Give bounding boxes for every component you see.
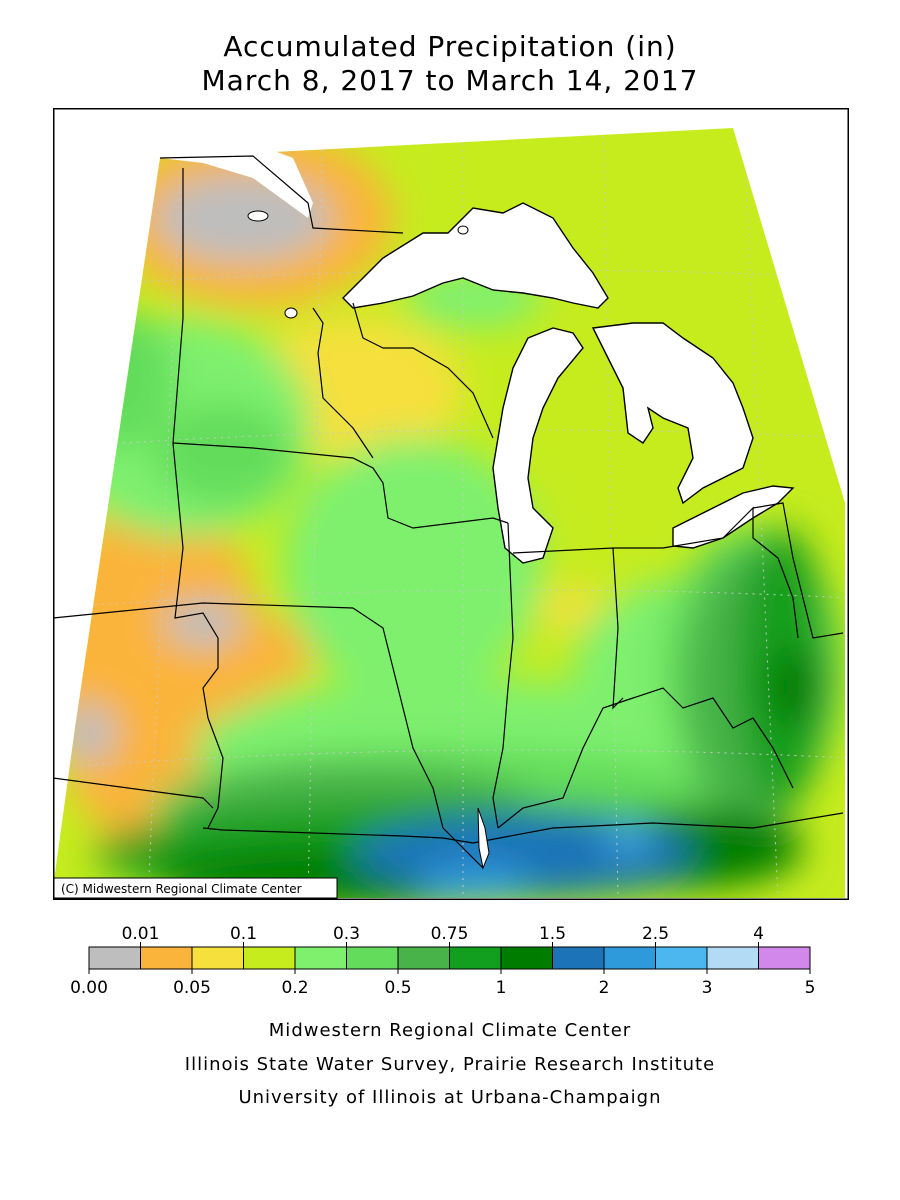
footer-line-2: Illinois State Water Survey, Prairie Res…: [184, 1054, 716, 1075]
legend-color-box: [706, 946, 759, 970]
legend-upper-labels: 0.01 0.1 0.3 0.75 1.5 2.5 4: [122, 924, 764, 947]
legend-upper-label: 2.5: [642, 924, 669, 944]
legend-color-box: [449, 946, 502, 970]
legend-upper-label: 0.01: [122, 924, 160, 944]
footer-line-3: University of Illinois at Urbana-Champai…: [238, 1087, 662, 1108]
legend-color-box: [603, 946, 656, 970]
lake-superior: [342, 202, 609, 309]
state-borders: [53, 155, 844, 869]
great-lakes: [342, 202, 795, 564]
legend-color-box: [243, 946, 296, 970]
legend-upper-label: 0.1: [230, 924, 257, 944]
chart-title: Accumulated Precipitation (in): [223, 30, 677, 63]
footer-line-1: Midwestern Regional Climate Center: [268, 1020, 632, 1041]
legend-color-box: [140, 946, 193, 970]
legend-lower-label: 0.2: [281, 978, 308, 998]
lake-huron: [591, 322, 754, 505]
legend-lower-label: 0.05: [173, 978, 211, 998]
legend-lower-label: 1: [496, 978, 507, 998]
copyright-box: (C) Midwestern Regional Climate Center: [53, 877, 338, 899]
color-legend: 0.01 0.1 0.3 0.75 1.5 2.5 4 0.00 0.05 0.2 0.5 1 2 3 5: [70, 924, 815, 998]
legend-upper-label: 4: [753, 924, 764, 944]
legend-color-box: [346, 946, 399, 970]
legend-upper-label: 0.3: [333, 924, 360, 944]
legend-color-box: [88, 946, 141, 970]
lake-erie: [672, 485, 795, 549]
chart-date-range: March 8, 2017 to March 14, 2017: [201, 64, 699, 97]
map-frame: [53, 108, 849, 900]
legend-color-box: [552, 946, 605, 970]
copyright-text: (C) Midwestern Regional Climate Center: [61, 882, 302, 896]
lake-michigan: [492, 327, 584, 564]
legend-lower-label: 0.5: [384, 978, 411, 998]
legend-color-box: [294, 946, 347, 970]
legend-lower-labels: 0.00 0.05 0.2 0.5 1 2 3 5: [70, 969, 815, 998]
legend-color-box: [655, 946, 708, 970]
precipitation-map: (C) Midwestern Regional Climate Center: [53, 108, 849, 900]
legend-color-bar: [88, 946, 811, 970]
legend-upper-label: 0.75: [431, 924, 469, 944]
legend-upper-label: 1.5: [539, 924, 566, 944]
legend-lower-label: 3: [702, 978, 713, 998]
legend-lower-label: 5: [805, 978, 816, 998]
legend-color-box: [758, 946, 811, 970]
legend-color-box: [191, 946, 244, 970]
legend-color-box: [500, 946, 553, 970]
legend-lower-label: 2: [599, 978, 610, 998]
legend-color-box: [397, 946, 450, 970]
legend-lower-label: 0.00: [70, 978, 108, 998]
